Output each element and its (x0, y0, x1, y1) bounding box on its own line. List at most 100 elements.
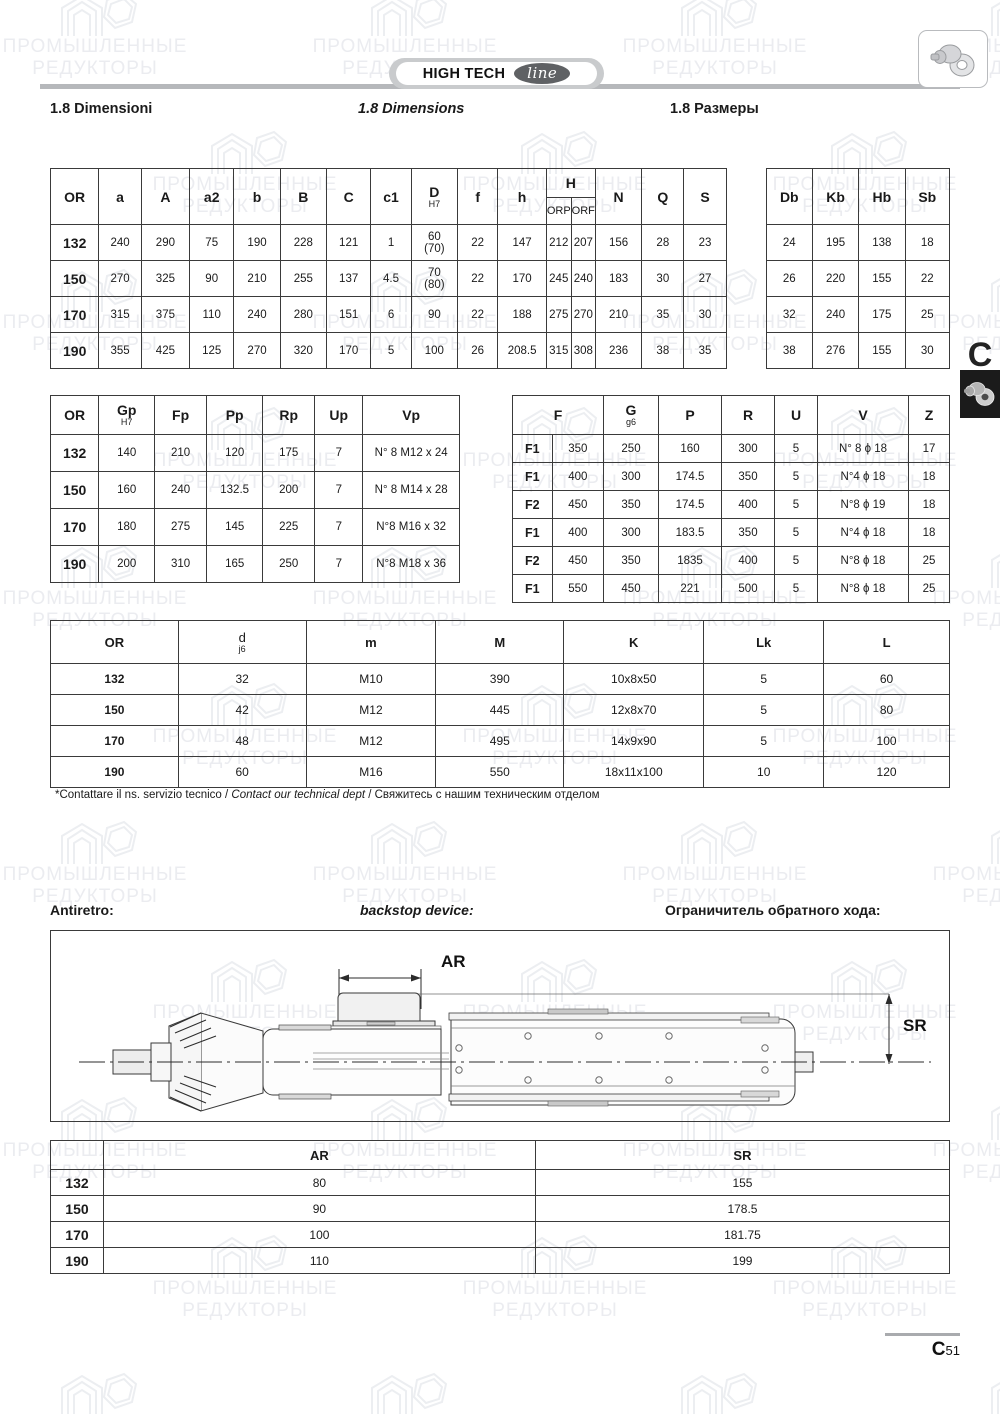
col-header-h: h (497, 168, 547, 225)
cell-S: 23 (683, 224, 727, 261)
cell-K: 12x8x70 (563, 694, 705, 726)
cell-Pp: 120 (206, 434, 264, 472)
cell-Gp: 160 (98, 471, 156, 509)
cell-m: M16 (305, 756, 437, 788)
cell-G: 350 (603, 546, 659, 575)
cell-K: 14x9x90 (563, 725, 705, 757)
cell-Rp: 175 (262, 434, 316, 472)
cell-a2: 125 (189, 332, 235, 369)
cell-F: F1 (512, 462, 553, 491)
cell-C: 121 (325, 224, 372, 261)
cell-F: F1 (512, 434, 553, 463)
cell-Hb: 138 (858, 224, 906, 261)
cell-d: 32 (177, 663, 307, 695)
cell-Kb: 276 (811, 332, 860, 369)
col-header-U: U (774, 395, 818, 435)
section-title-ru: 1.8 Размеры (670, 101, 759, 117)
col-header-A: A (140, 168, 191, 225)
cell-F: F1 (512, 574, 553, 603)
col-header-Vp: Vp (362, 395, 460, 435)
cell-K: 18x11x100 (563, 756, 705, 788)
col-header-Kb: Kb (811, 168, 860, 225)
cell-C: 151 (325, 296, 372, 333)
brand-logo-inner: HIGH TECH line (396, 62, 597, 85)
col-header-AR: AR (102, 1140, 536, 1170)
cell-Up: 7 (314, 471, 364, 509)
col-header-ORF: ORF (570, 197, 596, 225)
table-header-subrow: ORP ORF (51, 197, 950, 225)
table-row: 190 60 M16 550 18x11x100 10 120 (50, 756, 950, 788)
cell-M: 390 (435, 663, 565, 695)
cell-P: 174.5 (658, 490, 722, 519)
cell-Z: 25 (908, 574, 950, 603)
table-header-row: AR SR (50, 1140, 951, 1170)
col-header-Z: Z (908, 395, 950, 435)
cell-D: 60 (70) (410, 224, 459, 261)
cell-or: 170 (50, 1221, 104, 1248)
cell-Up: 7 (314, 545, 364, 583)
svg-text:SR: SR (903, 1016, 927, 1035)
cell-f: 26 (457, 332, 499, 369)
table-row: 190 355 425 125 270 320 170 5 100 26 208.5 315 308 23… (49, 332, 951, 369)
cell-Z: 25 (908, 546, 950, 575)
cell-or: 132 (49, 224, 100, 261)
cell-A: 325 (140, 260, 191, 297)
cell-R: 350 (721, 462, 775, 491)
cell-Z: 17 (908, 434, 950, 463)
col-header-Fp: Fp (154, 395, 208, 435)
section-title-row: 1.8 Dimensioni 1.8 Dimensions 1.8 Размер… (50, 101, 960, 125)
col-header-Db: Db (765, 168, 813, 225)
footer-rule (885, 1333, 960, 1336)
cell-Sb: 25 (904, 296, 951, 333)
cell-ORP: 245 (545, 260, 572, 297)
cell-or: 150 (49, 260, 100, 297)
svg-text:AR: AR (441, 952, 466, 971)
cell-A: 375 (140, 296, 191, 333)
col-header-Hb: Hb (858, 168, 906, 225)
side-tab: C (960, 336, 1000, 418)
section-title-en: 1.8 Dimensions (358, 101, 465, 117)
side-tab-gearbox-icon (960, 370, 1000, 418)
cell-ORF: 207 (570, 224, 596, 261)
col-header-S: S (683, 168, 727, 225)
page-number: C51 (885, 1339, 960, 1361)
cell-D: 100 (410, 332, 459, 369)
cell-Kb: 240 (811, 296, 860, 333)
cell-P: 1835 (658, 546, 722, 575)
cell-or: 132 (49, 434, 100, 472)
col-header-K: K (563, 620, 705, 664)
gearbox-icon (918, 30, 988, 88)
cell-Hb: 155 (858, 260, 906, 297)
col-header-ORP: ORP (545, 197, 572, 225)
cell-R: 400 (721, 546, 775, 575)
col-header-a: a (98, 168, 142, 225)
cell-F: F1 (512, 518, 553, 547)
cell-L: 120 (823, 756, 950, 788)
col-header-f: f (457, 168, 499, 225)
cell-or: 132 (50, 663, 179, 695)
cell-b: 190 (233, 224, 281, 261)
cell-c1: 5 (370, 332, 412, 369)
cell-P: 160 (658, 434, 722, 463)
table-row: 150 42 M12 445 12x8x70 5 80 (50, 694, 950, 726)
cell-R: 300 (721, 434, 775, 463)
cell-Fval: 400 (551, 462, 605, 491)
cell-P: 183.5 (658, 518, 722, 547)
cell-or: 150 (50, 1195, 104, 1222)
cell-R: 500 (721, 574, 775, 603)
col-header-a2: a2 (189, 168, 235, 225)
table-row: 132 32 M10 390 10x8x50 5 60 (50, 663, 950, 695)
table-row: 132 140 210 120 175 7 N° 8 M12 x 24 (49, 434, 460, 472)
cell-M: 445 (435, 694, 565, 726)
cell-Pp: 145 (206, 508, 264, 546)
cell-Lk: 5 (703, 725, 825, 757)
cell-f: 22 (457, 296, 499, 333)
col-header-OR: OR (50, 620, 179, 664)
cell-Up: 7 (314, 508, 364, 546)
cell-Kb: 195 (811, 224, 860, 261)
cell-ORP: 212 (545, 224, 572, 261)
cell-m: M12 (305, 694, 437, 726)
cell-or: 132 (50, 1169, 104, 1196)
cell-Q: 35 (641, 296, 685, 333)
